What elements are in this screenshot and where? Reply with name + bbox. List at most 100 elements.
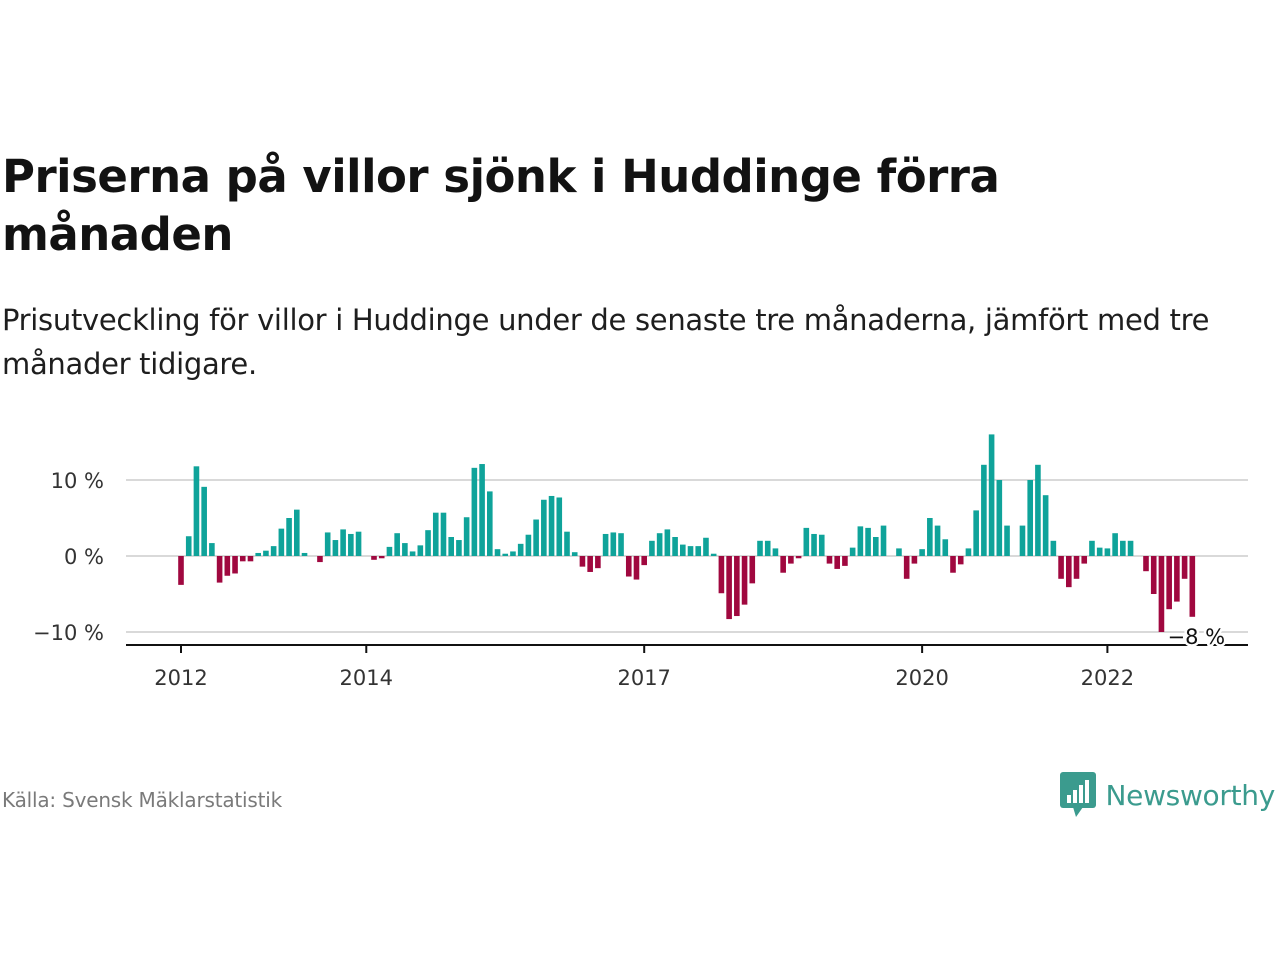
bar bbox=[463, 517, 470, 556]
bar bbox=[1189, 556, 1196, 617]
bar bbox=[425, 530, 431, 556]
bar bbox=[533, 519, 539, 556]
bar bbox=[579, 556, 586, 567]
bar bbox=[270, 546, 277, 556]
bar bbox=[456, 540, 462, 556]
bar bbox=[718, 556, 725, 594]
bar bbox=[1050, 540, 1057, 556]
bar bbox=[772, 548, 779, 556]
bar bbox=[811, 533, 817, 556]
bar bbox=[394, 533, 400, 556]
bar bbox=[1127, 540, 1134, 556]
bar bbox=[440, 512, 447, 556]
bar bbox=[1035, 464, 1041, 556]
bar-chart: 10 %0 %−10 %2012 2014 2017 2020 2022−8 %−8 % bbox=[33, 434, 1248, 690]
bar bbox=[880, 525, 887, 556]
newsworthy-bar-chart-icon bbox=[1059, 772, 1096, 817]
bar bbox=[687, 546, 694, 556]
bar bbox=[981, 464, 987, 556]
bar bbox=[571, 552, 578, 556]
bar bbox=[216, 556, 223, 583]
x-tick-label: 2012 bbox=[154, 666, 207, 690]
bar bbox=[1027, 480, 1033, 556]
bar bbox=[656, 533, 663, 556]
bar bbox=[378, 556, 385, 559]
bar bbox=[873, 537, 879, 556]
bar bbox=[919, 549, 925, 556]
bar bbox=[896, 548, 902, 556]
bar bbox=[224, 556, 231, 576]
bar bbox=[672, 537, 678, 556]
bar bbox=[502, 553, 509, 556]
bar bbox=[903, 556, 910, 579]
bar bbox=[417, 545, 424, 556]
bar bbox=[541, 499, 547, 556]
x-tick-label: 2020 bbox=[895, 666, 948, 690]
bar bbox=[402, 543, 408, 556]
bar bbox=[950, 556, 956, 573]
y-tick-label: 0 % bbox=[64, 545, 104, 569]
bar bbox=[664, 529, 671, 556]
last-value-label: −8 % bbox=[1168, 625, 1226, 649]
bar bbox=[610, 532, 617, 556]
bar bbox=[348, 533, 354, 556]
last-value-label-halo: −8 % bbox=[1168, 625, 1226, 649]
bar bbox=[734, 556, 740, 617]
bar bbox=[618, 533, 624, 556]
bar bbox=[471, 467, 478, 556]
x-tick-label: 2022 bbox=[1081, 666, 1134, 690]
bar bbox=[201, 486, 207, 556]
bar bbox=[602, 533, 609, 556]
bar bbox=[780, 556, 786, 573]
x-tick-label: 2017 bbox=[617, 666, 670, 690]
bar bbox=[710, 553, 717, 556]
bar bbox=[857, 526, 864, 556]
bar bbox=[741, 556, 748, 605]
bar bbox=[1081, 556, 1088, 564]
bar bbox=[1181, 556, 1188, 579]
bar bbox=[795, 556, 802, 559]
bar bbox=[1066, 556, 1072, 588]
bar bbox=[957, 556, 964, 565]
bar bbox=[479, 464, 485, 556]
bar bbox=[849, 547, 856, 556]
bar bbox=[487, 491, 493, 556]
bar bbox=[1058, 556, 1064, 579]
bar bbox=[263, 550, 269, 556]
bar bbox=[1089, 540, 1095, 556]
bar bbox=[649, 540, 655, 556]
y-tick-label: −10 % bbox=[33, 621, 104, 645]
bar bbox=[1112, 533, 1118, 556]
bar bbox=[834, 556, 840, 569]
bar bbox=[988, 434, 995, 556]
bar bbox=[1104, 548, 1111, 556]
chart-subtitle: Prisutveckling för villor i Huddinge und… bbox=[2, 303, 1210, 381]
bar bbox=[432, 512, 439, 556]
bar bbox=[1166, 556, 1172, 610]
bar bbox=[965, 548, 972, 556]
bar bbox=[1042, 495, 1049, 556]
x-tick-label: 2014 bbox=[340, 666, 393, 690]
bar bbox=[803, 527, 810, 556]
bar bbox=[1150, 556, 1157, 594]
bar bbox=[865, 527, 871, 556]
newsworthy-logo: Newsworthy bbox=[1059, 772, 1275, 818]
bar bbox=[587, 556, 593, 572]
bars bbox=[178, 434, 1196, 632]
bar bbox=[1120, 540, 1126, 556]
bar bbox=[695, 546, 702, 556]
bar bbox=[726, 556, 732, 620]
bar bbox=[1073, 556, 1080, 579]
bar bbox=[324, 532, 331, 556]
bar bbox=[1019, 525, 1026, 556]
bar bbox=[625, 556, 632, 577]
bar bbox=[757, 540, 763, 556]
y-tick-label: 10 % bbox=[51, 469, 104, 493]
bar bbox=[209, 543, 215, 556]
bar bbox=[641, 556, 647, 566]
bar bbox=[340, 529, 346, 556]
bar bbox=[355, 531, 362, 556]
bar bbox=[934, 525, 941, 556]
bar bbox=[178, 556, 184, 585]
bar bbox=[633, 556, 640, 580]
